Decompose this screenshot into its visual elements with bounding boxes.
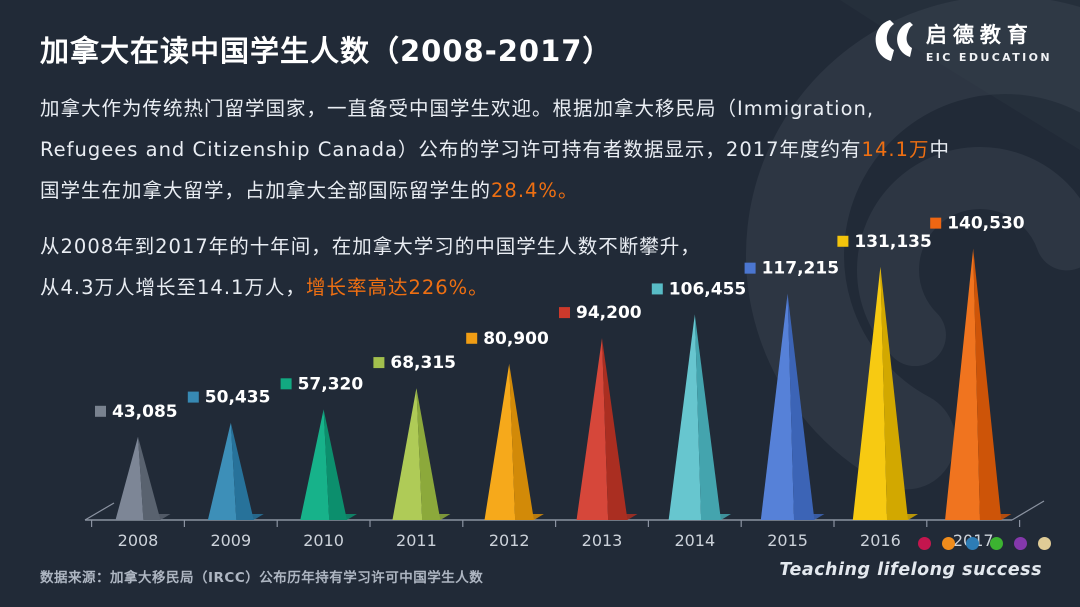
brand-slogan: Teaching lifelong success	[779, 560, 1042, 580]
page-title: 加拿大在读中国学生人数（2008-2017）	[40, 34, 613, 68]
pyramid-base-2017	[945, 514, 1012, 520]
pyramid-right-face-2013	[602, 338, 628, 520]
pyramid-right-face-2008	[138, 436, 161, 520]
pyramid-base-2011	[392, 514, 451, 520]
decorative-dot-1	[918, 537, 931, 550]
value-swatch-2016	[837, 235, 849, 247]
highlight-text: 28.4%。	[491, 179, 579, 202]
floor-edge-right	[1011, 500, 1045, 521]
decorative-dots-row	[918, 537, 1051, 550]
giant-logo-swoosh	[746, 0, 1080, 514]
growth-line-1: 从2008年到2017年的十年间，在加拿大学习的中国学生人数不断攀升，	[40, 226, 701, 267]
value-label-2017: 140,530	[947, 214, 1025, 234]
intro-line-2: Refugees and Citizenship Canada）公布的学习许可持…	[40, 129, 950, 170]
logo-text: 启德教育 EIC EDUCATION	[926, 19, 1052, 64]
value-swatch-2010	[280, 378, 292, 390]
pyramid-base-2015	[760, 514, 825, 520]
logo-name-en: EIC EDUCATION	[925, 50, 1052, 64]
value-label-2011: 68,315	[390, 353, 456, 373]
year-label-2012: 2012	[489, 531, 530, 550]
value-label-2009: 50,435	[205, 388, 271, 408]
pyramid-right-face-2017	[973, 248, 1002, 521]
value-swatch-2009	[187, 391, 199, 403]
pyramid-left-face-2013	[576, 338, 609, 520]
pyramid-right-face-2014	[694, 314, 721, 520]
year-label-2013: 2013	[582, 531, 623, 550]
pyramid-left-face-2011	[392, 388, 423, 520]
intro-paragraph: 加拿大作为传统热门留学国家，一直备受中国学生欢迎。根据加拿大移民局（Immigr…	[40, 88, 950, 211]
pyramid-left-face-2010	[300, 409, 330, 520]
pyramid-left-face-2017	[945, 248, 980, 521]
growth-paragraph: 从2008年到2017年的十年间，在加拿大学习的中国学生人数不断攀升， 从4.3万…	[40, 226, 701, 308]
year-label-2011: 2011	[396, 531, 437, 550]
value-label-2012: 80,900	[483, 329, 549, 349]
pyramid-left-face-2014	[668, 314, 702, 520]
pyramid-left-face-2015	[760, 293, 795, 520]
intro-line-1: 加拿大作为传统热门留学国家，一直备受中国学生欢迎。根据加拿大移民局（Immigr…	[40, 88, 950, 129]
value-swatch-2008	[95, 405, 106, 417]
pyramid-right-face-2010	[323, 409, 347, 520]
pyramid-base-2010	[300, 514, 357, 520]
value-swatch-2012	[466, 332, 478, 344]
pyramid-right-face-2009	[230, 422, 254, 520]
value-label-2015: 117,215	[762, 259, 839, 279]
pyramid-right-face-2015	[787, 293, 815, 520]
value-swatch-2017	[930, 217, 942, 229]
value-swatch-2013	[559, 307, 570, 319]
body-text: 从2008年到2017年的十年间，在加拿大学习的中国学生人数不断攀升，	[40, 235, 701, 258]
highlight-text: 增长率高达226%。	[305, 276, 489, 299]
pyramid-base-2016	[852, 514, 918, 520]
intro-line-3: 国学生在加拿大留学，占加拿大全部国际留学生的28.4%。	[40, 170, 950, 211]
value-swatch-2011	[373, 357, 385, 369]
decorative-dot-6	[1038, 537, 1051, 550]
pyramid-right-face-2016	[880, 266, 908, 520]
decorative-dot-4	[990, 537, 1003, 550]
data-source-note: 数据来源：加拿大移民局（IRCC）公布历年持有学习许可中国学生人数	[40, 570, 484, 586]
floor-edge-left	[84, 502, 115, 521]
decorative-dot-5	[1014, 537, 1027, 550]
value-label-2010: 57,320	[298, 374, 364, 394]
eic-logo: 启德教育 EIC EDUCATION	[870, 16, 1052, 66]
body-text: 从4.3万人增长至14.1万人，	[40, 276, 306, 299]
decorative-dot-2	[942, 537, 955, 550]
logo-name-cn: 启德教育	[925, 22, 1034, 47]
pyramid-left-face-2012	[484, 363, 516, 520]
pyramid-base-2008	[115, 514, 171, 520]
year-label-2016: 2016	[860, 531, 901, 550]
value-label-2008: 43,085	[112, 402, 178, 422]
year-label-2014: 2014	[674, 531, 715, 550]
year-label-2015: 2015	[767, 531, 808, 550]
body-text: Refugees and Citizenship Canada）公布的学习许可持…	[40, 138, 862, 161]
year-label-2009: 2009	[210, 531, 251, 550]
body-text: 中	[929, 138, 950, 161]
pyramid-base-2014	[668, 514, 731, 520]
value-label-2016: 131,135	[854, 232, 931, 252]
decorative-dot-3	[966, 537, 979, 550]
year-label-2010: 2010	[303, 531, 344, 550]
pyramid-base-2013	[576, 514, 638, 520]
pyramid-left-face-2008	[115, 436, 144, 520]
body-text: 国学生在加拿大留学，占加拿大全部国际留学生的	[40, 179, 492, 202]
value-swatch-2015	[744, 262, 756, 274]
pyramid-right-face-2012	[509, 363, 534, 520]
pyramid-base-2012	[484, 514, 544, 520]
pyramid-base-2009	[207, 514, 264, 520]
pyramid-right-face-2011	[416, 388, 441, 520]
body-text: 加拿大作为传统热门留学国家，一直备受中国学生欢迎。根据加拿大移民局（Immigr…	[40, 97, 875, 120]
pyramid-left-face-2009	[207, 422, 237, 520]
eic-swoosh-icon	[875, 20, 913, 61]
growth-line-2: 从4.3万人增长至14.1万人，增长率高达226%。	[40, 267, 701, 308]
year-label-2008: 2008	[118, 531, 159, 550]
pyramid-left-face-2016	[852, 266, 888, 520]
highlight-text: 14.1万	[861, 138, 930, 161]
